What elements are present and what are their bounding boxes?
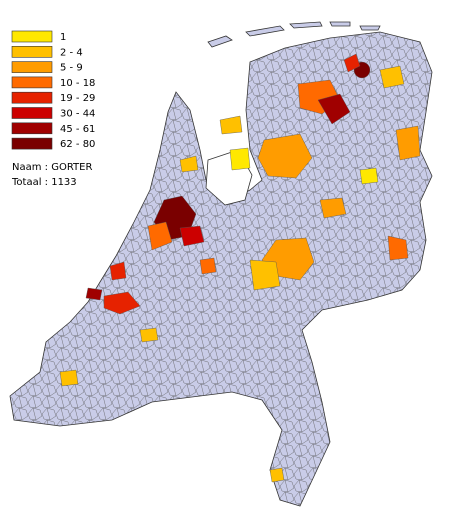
legend-label: 45 - 61 <box>60 124 95 135</box>
legend-swatch <box>11 122 53 135</box>
legend-swatch <box>11 107 53 119</box>
legend-swatch <box>11 45 53 58</box>
colored-regions <box>59 53 421 483</box>
legend-label: 62 - 80 <box>60 139 95 150</box>
legend-label: 10 - 18 <box>60 78 95 89</box>
legend: 1 2 - 4 5 - 9 10 - 18 19 - 29 30 - 44 45 - 61 6… <box>11 30 95 150</box>
legend-swatch <box>11 137 53 150</box>
legend-label: 19 - 29 <box>60 93 95 104</box>
legend-swatch <box>11 30 53 43</box>
legend-swatch <box>11 91 53 104</box>
legend-swatch <box>11 76 53 89</box>
legend-label: 2 - 4 <box>60 47 83 58</box>
legend-swatch <box>11 61 53 73</box>
total: Totaal : 1133 <box>11 177 77 188</box>
legend-label: 5 - 9 <box>60 63 83 74</box>
legend-label: 30 - 44 <box>60 109 95 120</box>
surname: Naam : GORTER <box>12 162 92 173</box>
legend-label: 1 <box>60 32 66 43</box>
